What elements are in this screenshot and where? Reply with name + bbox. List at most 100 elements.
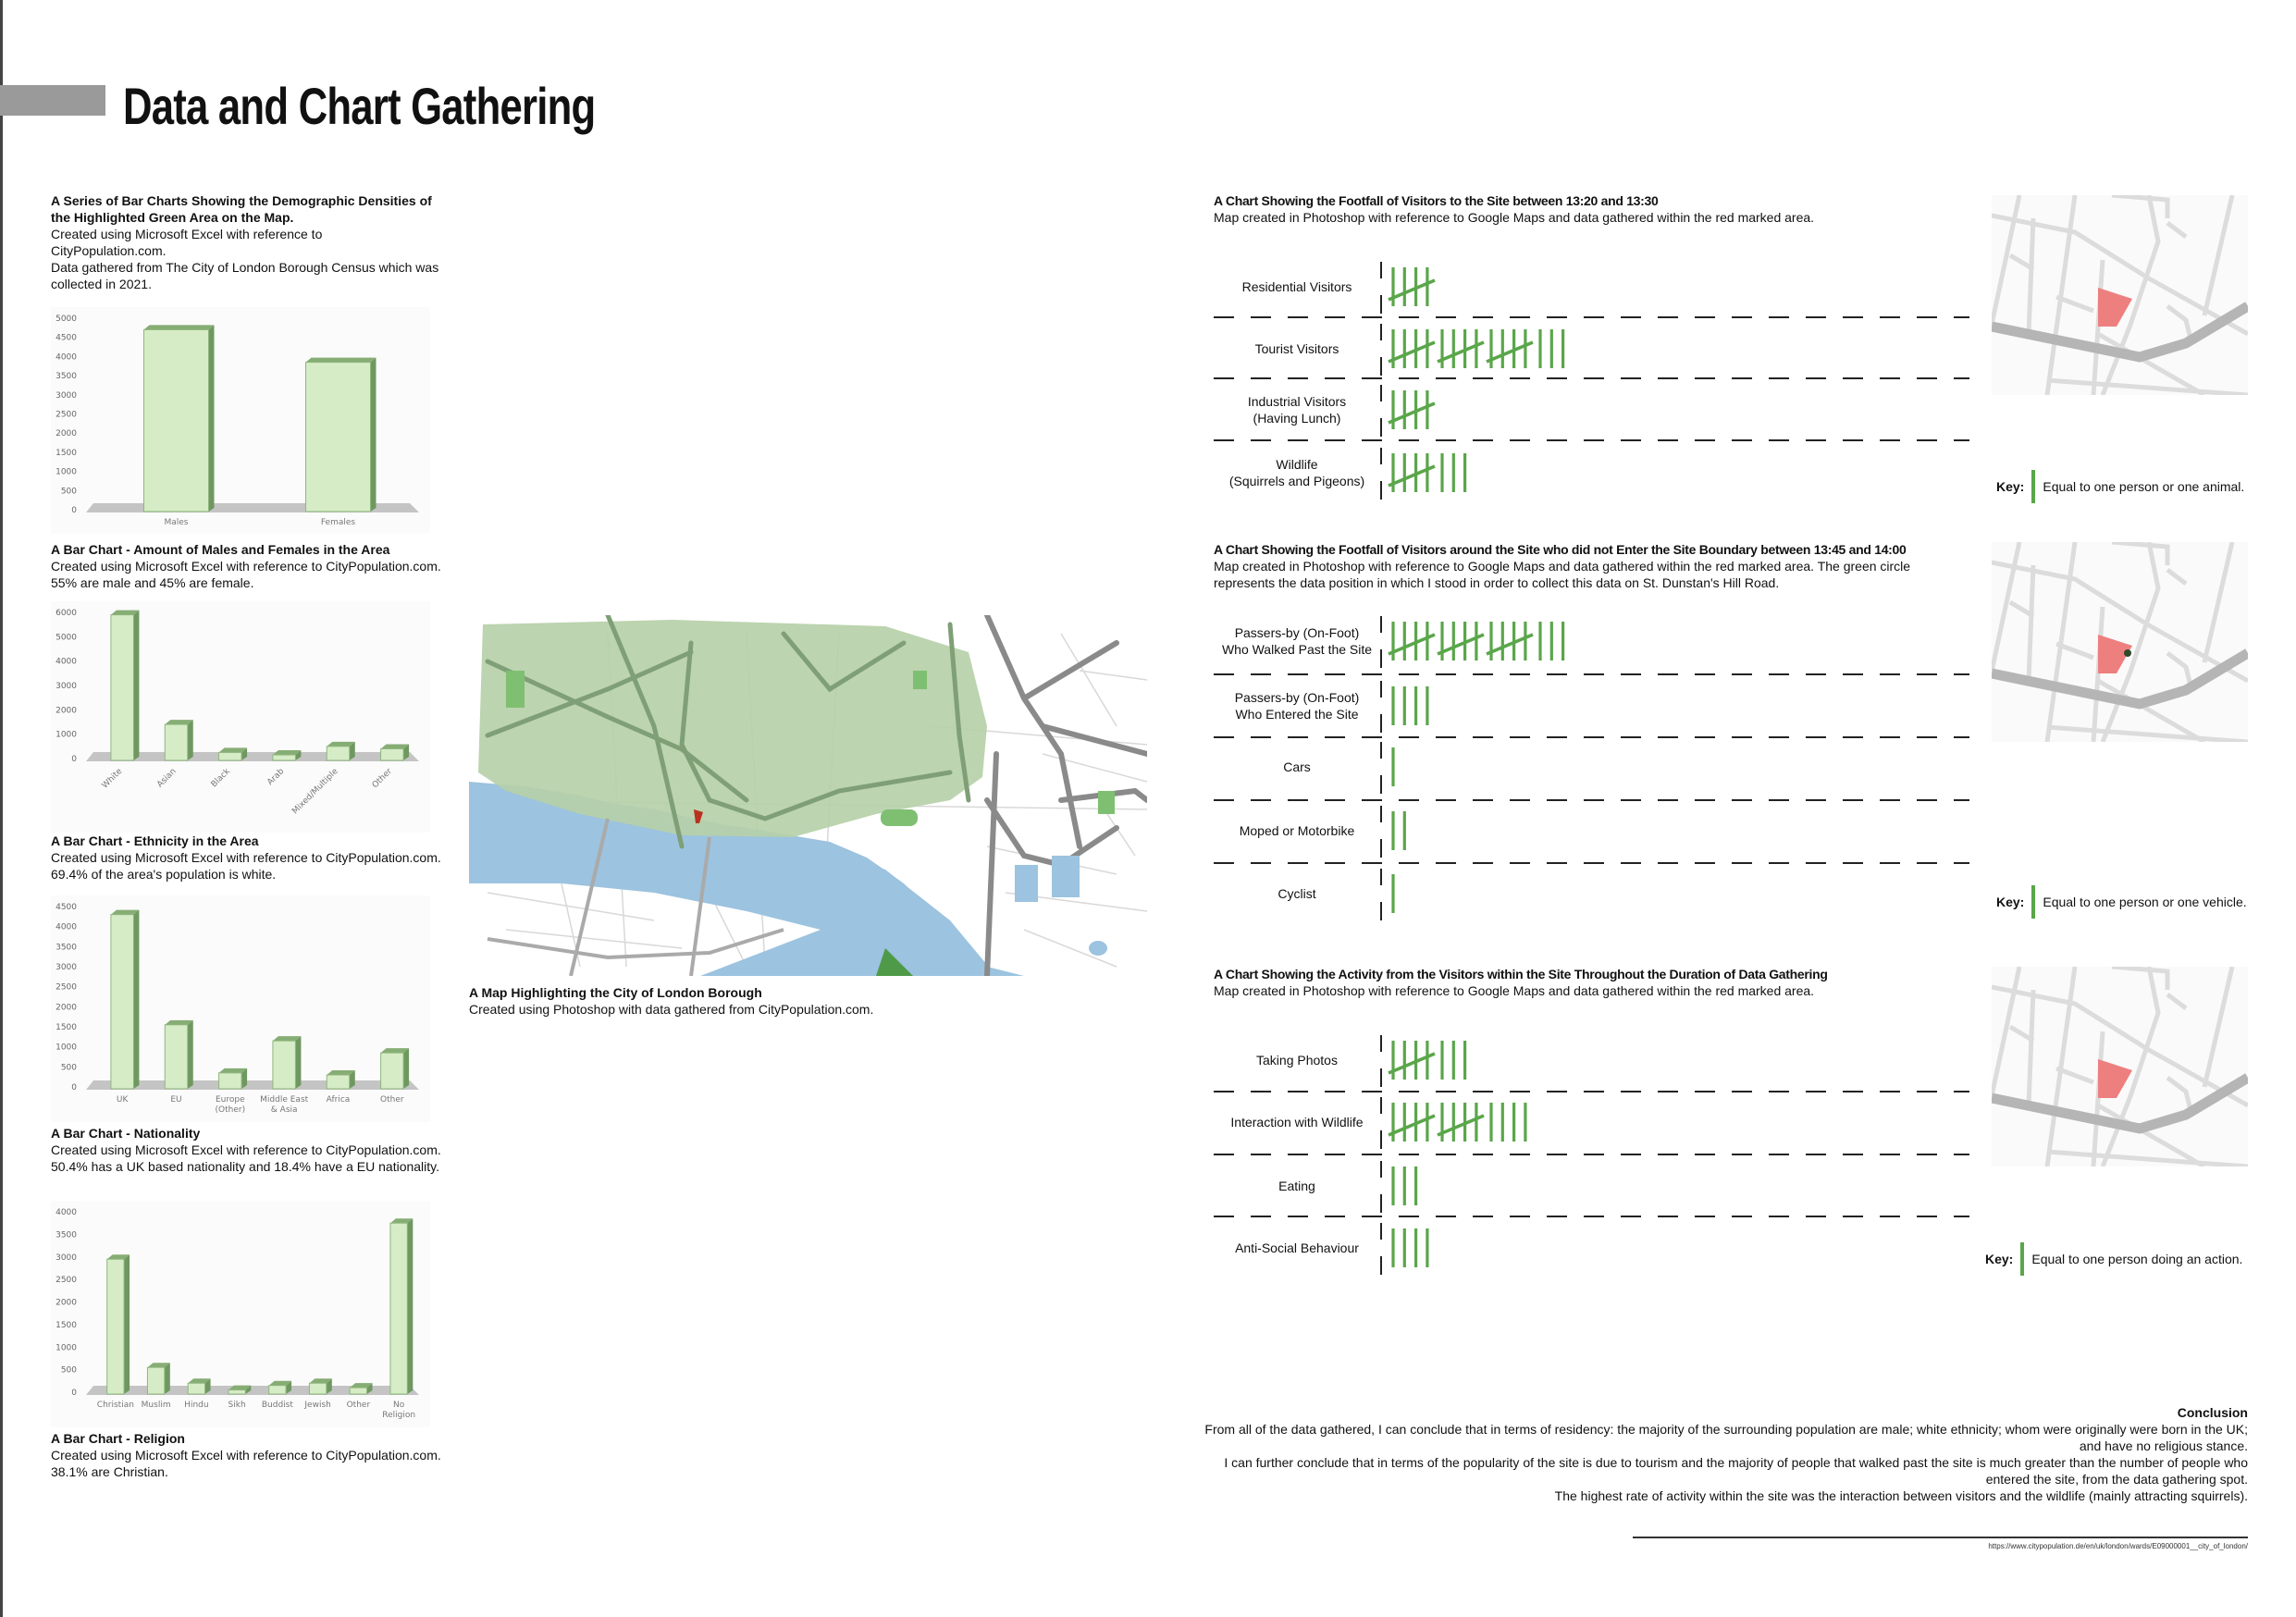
- bar: [146, 1366, 166, 1395]
- y-tick-label: 4000: [56, 658, 77, 667]
- tally-row-label: Tourist Visitors: [1254, 341, 1339, 356]
- bar-top: [218, 1068, 248, 1073]
- bar-top: [165, 720, 193, 725]
- tally-row: Residential Visitors: [1214, 256, 1969, 317]
- tally-mark-icon: [2020, 1242, 2025, 1276]
- x-tick-label: Buddist: [262, 1401, 293, 1410]
- bar: [218, 1072, 242, 1090]
- conclusion-heading: Conclusion: [2177, 1405, 2248, 1420]
- tally-strike: [1388, 340, 1436, 364]
- bar-side: [407, 1218, 414, 1394]
- bar: [326, 1074, 351, 1090]
- intro-line-1: Created using Microsoft Excel with refer…: [51, 227, 323, 258]
- bar-side: [133, 909, 140, 1089]
- tally-strike: [1486, 633, 1534, 656]
- y-tick-label: 1500: [56, 1321, 77, 1330]
- row-divider: [1214, 862, 1969, 864]
- y-tick-label: 2000: [56, 1299, 77, 1308]
- streets: [1992, 542, 2248, 742]
- y-tick-label: 4000: [56, 1208, 77, 1217]
- bar-top: [380, 744, 410, 749]
- tally-marks: [1380, 1161, 1418, 1213]
- river-channel: [469, 782, 996, 976]
- bar-top: [272, 1036, 302, 1042]
- bar-side: [187, 720, 193, 760]
- y-tick-label: 5000: [56, 315, 77, 324]
- tally-strike: [1437, 1114, 1485, 1137]
- map-caption: A Map Highlighting the City of London Bo…: [469, 984, 1147, 1018]
- tally-marks: [1380, 448, 1467, 500]
- conclusion-paragraph: The highest rate of activity within the …: [1554, 1488, 2248, 1503]
- y-tick-label: 4500: [56, 903, 77, 912]
- bar: [389, 1222, 408, 1395]
- tally-strike: [1388, 633, 1436, 656]
- tally-row-label: Moped or Motorbike: [1239, 823, 1355, 838]
- tally-chart-description: Map created in Photoshop with reference …: [1214, 559, 1911, 590]
- tally-row: Eating: [1214, 1155, 1969, 1216]
- tally-key: Key: Equal to one person or one animal.: [1996, 470, 2244, 503]
- bar-top: [165, 1019, 193, 1025]
- tally-strike: [1437, 340, 1485, 364]
- x-tick-label: Christian: [97, 1401, 134, 1410]
- bar-top: [268, 1380, 292, 1386]
- tally-marks: [1380, 681, 1429, 733]
- data-position-marker: [2124, 649, 2131, 657]
- tally-marks: [1380, 616, 1565, 668]
- intro-heading: A Series of Bar Charts Showing the Demog…: [51, 193, 432, 225]
- tally-strike: [1388, 464, 1436, 488]
- bar-top: [110, 909, 140, 915]
- y-tick-label: 4000: [56, 352, 77, 362]
- tally-strike: [1388, 1052, 1436, 1075]
- bar-side: [403, 744, 410, 760]
- tally-chart-title: A Chart Showing the Footfall of Visitors…: [1214, 193, 1659, 208]
- bar-side: [366, 1383, 373, 1394]
- y-tick-label: 500: [61, 1366, 77, 1376]
- row-divider: [1214, 439, 1969, 441]
- bar-side: [349, 1070, 355, 1089]
- y-tick-label: 4500: [56, 334, 77, 343]
- caption-body: Created using Microsoft Excel with refer…: [51, 850, 441, 882]
- streets: [1992, 195, 2248, 395]
- bar: [305, 362, 371, 512]
- bar: [272, 754, 296, 761]
- bar-top: [147, 1363, 170, 1368]
- site-location-map: [1992, 967, 2248, 1166]
- y-tick-label: 3000: [56, 1253, 77, 1263]
- map-caption-heading: A Map Highlighting the City of London Bo…: [469, 985, 762, 1000]
- tally-row: Wildlife (Squirrels and Pigeons): [1214, 442, 1969, 503]
- tally-row: Interaction with Wildlife: [1214, 1092, 1969, 1153]
- tally-row-label: Eating: [1278, 1179, 1315, 1193]
- bar-side: [133, 610, 140, 760]
- x-tick-label: Muslim: [142, 1401, 171, 1410]
- caption-heading: A Bar Chart - Ethnicity in the Area: [51, 833, 259, 848]
- tally-chart-title: A Chart Showing the Footfall of Visitors…: [1214, 542, 1907, 557]
- tally-strike: [1388, 1114, 1436, 1137]
- caption-body: Created using Microsoft Excel with refer…: [51, 1448, 441, 1479]
- tally-marks: [1380, 1223, 1429, 1275]
- tally-chart-title: A Chart Showing the Activity from the Vi…: [1214, 967, 1828, 981]
- y-tick-label: 5000: [56, 633, 77, 642]
- y-tick-label: 3500: [56, 372, 77, 381]
- bar-side: [241, 747, 248, 760]
- bar: [164, 723, 189, 761]
- tally-marks: [1380, 806, 1406, 858]
- bar: [218, 751, 242, 761]
- site-area: [2098, 288, 2132, 327]
- x-tick-label: No: [393, 1401, 405, 1410]
- bar: [380, 747, 404, 761]
- bar: [380, 1052, 404, 1090]
- key-label: Key:: [1996, 479, 2025, 494]
- bar: [187, 1382, 206, 1395]
- y-tick-label: 0: [71, 755, 77, 764]
- bar: [272, 1040, 296, 1090]
- bar-top: [327, 1070, 355, 1075]
- x-tick-label: Hindu: [184, 1401, 208, 1410]
- bar-top: [309, 1378, 332, 1384]
- bar-side: [349, 741, 355, 760]
- site-marker: [694, 809, 703, 823]
- bar-side: [286, 1380, 292, 1394]
- y-tick-label: 1000: [56, 1043, 77, 1053]
- x-tick-label: & Asia: [271, 1105, 298, 1115]
- bar: [110, 614, 134, 761]
